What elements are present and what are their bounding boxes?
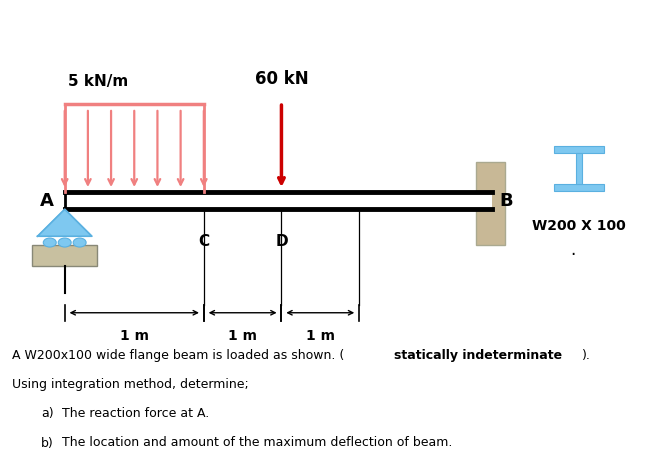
Text: The location and amount of the maximum deflection of beam.: The location and amount of the maximum d… [62, 436, 452, 450]
Circle shape [58, 238, 71, 247]
Bar [32, 245, 97, 266]
Bar [554, 184, 604, 192]
Polygon shape [38, 209, 92, 236]
Text: a): a) [41, 407, 54, 420]
Circle shape [73, 238, 86, 247]
Text: B: B [499, 192, 513, 210]
Text: statically indeterminate: statically indeterminate [395, 349, 563, 362]
Text: 1 m: 1 m [306, 329, 334, 343]
Bar [576, 153, 582, 184]
Text: C: C [198, 234, 210, 249]
Text: 5 kN/m: 5 kN/m [68, 74, 128, 89]
Text: 1 m: 1 m [228, 329, 257, 343]
Text: 1 m: 1 m [120, 329, 149, 343]
Text: A W200x100 wide flange beam is loaded as shown. (: A W200x100 wide flange beam is loaded as… [12, 349, 344, 362]
Text: 60 kN: 60 kN [255, 70, 308, 88]
Text: Using integration method, determine;: Using integration method, determine; [12, 378, 248, 391]
Text: .: . [570, 241, 575, 259]
Bar [554, 146, 604, 153]
Text: W200 X 100: W200 X 100 [532, 220, 626, 234]
Text: ).: ). [582, 349, 591, 362]
Bar [476, 162, 505, 245]
Text: D: D [275, 234, 288, 249]
Text: A: A [39, 192, 54, 210]
Text: b): b) [41, 436, 54, 450]
Bar [65, 192, 492, 209]
Text: The reaction force at A.: The reaction force at A. [62, 407, 210, 420]
Circle shape [43, 238, 56, 247]
